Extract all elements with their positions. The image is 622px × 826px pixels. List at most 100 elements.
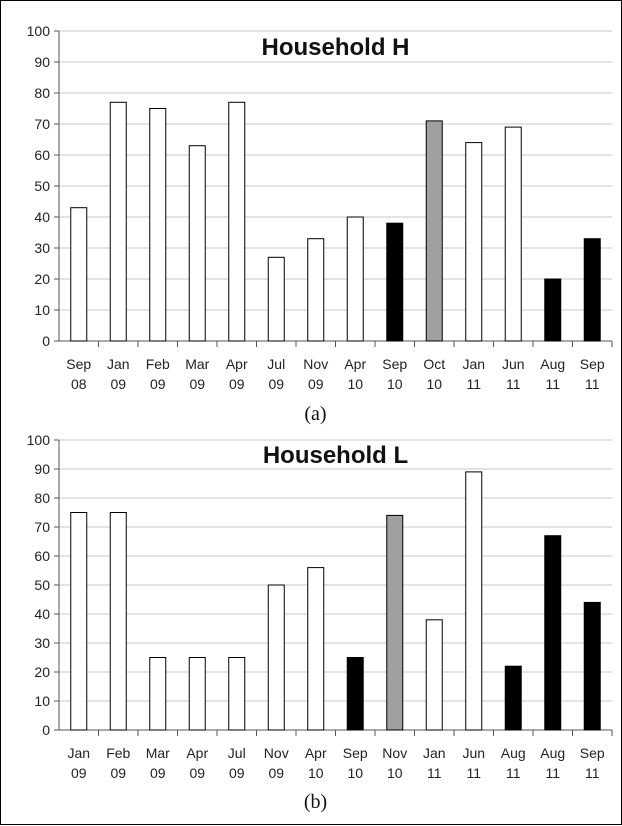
bar bbox=[70, 512, 88, 731]
x-tick-label-year: 10 bbox=[387, 765, 403, 781]
bar bbox=[228, 101, 246, 342]
x-tick-label-year: 10 bbox=[347, 765, 363, 781]
y-tick-label: 50 bbox=[34, 577, 50, 593]
x-tick-label-month: Jun bbox=[502, 356, 525, 372]
x-tick-label-year: 09 bbox=[268, 765, 284, 781]
bar bbox=[425, 120, 443, 342]
y-tick-label: 40 bbox=[34, 606, 50, 622]
bar bbox=[583, 601, 601, 731]
bar bbox=[504, 126, 522, 342]
x-tick-label-year: 09 bbox=[189, 765, 205, 781]
x-tick-label-year: 09 bbox=[71, 765, 87, 781]
x-tick-label-year: 10 bbox=[347, 376, 363, 392]
x-tick-label-month: Jul bbox=[267, 356, 285, 372]
x-tick-label-year: 11 bbox=[585, 376, 600, 392]
x-tick-label-month: Nov bbox=[382, 745, 407, 761]
x-tick-label-month: Aug bbox=[540, 356, 565, 372]
bar bbox=[346, 657, 364, 731]
chart-caption: (a) bbox=[304, 403, 326, 425]
y-tick-label: 70 bbox=[34, 116, 50, 132]
x-tick-label-year: 09 bbox=[110, 376, 126, 392]
bar bbox=[188, 145, 206, 342]
y-tick-label: 90 bbox=[34, 54, 50, 70]
y-tick-label: 30 bbox=[34, 635, 50, 651]
x-tick-label-month: Jan bbox=[462, 356, 485, 372]
x-tick-label-month: Apr bbox=[186, 745, 208, 761]
x-tick-label-month: Jul bbox=[228, 745, 246, 761]
bar bbox=[425, 619, 443, 731]
bar bbox=[228, 657, 246, 731]
x-tick-label-month: Mar bbox=[146, 745, 170, 761]
x-tick-label-month: Jan bbox=[423, 745, 446, 761]
bar bbox=[544, 535, 562, 731]
x-tick-label-year: 11 bbox=[585, 765, 600, 781]
x-tick-label-month: Apr bbox=[305, 745, 327, 761]
chart-title: Household L bbox=[263, 442, 408, 469]
x-tick-label-month: Aug bbox=[501, 745, 526, 761]
y-tick-label: 10 bbox=[34, 693, 50, 709]
x-tick-label-year: 11 bbox=[545, 376, 560, 392]
x-tick-label-year: 09 bbox=[268, 376, 284, 392]
x-tick-label-year: 09 bbox=[229, 376, 245, 392]
x-tick-label-year: 09 bbox=[110, 765, 126, 781]
x-tick-label-month: Jun bbox=[462, 745, 485, 761]
bar bbox=[267, 256, 285, 342]
x-tick-label-year: 09 bbox=[150, 376, 166, 392]
x-tick-label-month: Jan bbox=[107, 356, 130, 372]
bar bbox=[346, 216, 364, 342]
bar bbox=[149, 108, 167, 342]
x-tick-label-year: 10 bbox=[308, 765, 324, 781]
bar bbox=[465, 471, 483, 731]
y-tick-label: 0 bbox=[42, 333, 50, 349]
bar bbox=[109, 101, 127, 342]
x-tick-label-year: 11 bbox=[466, 376, 481, 392]
y-tick-label: 40 bbox=[34, 209, 50, 225]
x-tick-label-month: Nov bbox=[303, 356, 328, 372]
x-tick-label-month: Sep bbox=[66, 356, 91, 372]
bar bbox=[70, 207, 88, 342]
x-tick-label-month: Apr bbox=[226, 356, 248, 372]
x-tick-label-year: 09 bbox=[150, 765, 166, 781]
x-tick-label-month: Oct bbox=[423, 356, 445, 372]
y-tick-label: 80 bbox=[34, 85, 50, 101]
bar bbox=[188, 657, 206, 731]
bar bbox=[307, 567, 325, 731]
chart-1: 0 10 20 30 40 50 60 70 80 90 100 Household L Jan 09 Fe… bbox=[27, 432, 613, 813]
x-tick-label-year: 11 bbox=[545, 765, 560, 781]
y-tick-label: 20 bbox=[34, 271, 50, 287]
bar bbox=[386, 514, 404, 731]
x-tick-label-year: 08 bbox=[71, 376, 87, 392]
bar bbox=[109, 512, 127, 731]
y-tick-label: 100 bbox=[27, 432, 51, 448]
bar bbox=[267, 584, 285, 731]
chart-caption: (b) bbox=[304, 791, 327, 813]
bar bbox=[544, 278, 562, 342]
y-tick-label: 10 bbox=[34, 302, 50, 318]
x-tick-label-year: 11 bbox=[466, 765, 481, 781]
x-tick-label-month: Aug bbox=[540, 745, 565, 761]
y-tick-label: 90 bbox=[34, 461, 50, 477]
x-tick-label-month: Feb bbox=[106, 745, 130, 761]
chart-title: Household H bbox=[262, 34, 410, 61]
y-tick-label: 80 bbox=[34, 490, 50, 506]
x-tick-label-year: 09 bbox=[189, 376, 205, 392]
y-tick-label: 0 bbox=[42, 722, 50, 738]
bar bbox=[149, 657, 167, 731]
x-tick-label-month: Nov bbox=[264, 745, 289, 761]
bar bbox=[386, 222, 404, 342]
y-tick-label: 60 bbox=[34, 147, 50, 163]
x-tick-label-month: Sep bbox=[580, 745, 605, 761]
chart-0: 0 10 20 30 40 50 60 70 80 90 100 Household H Sep 08 Ja… bbox=[27, 23, 613, 425]
bar bbox=[504, 665, 522, 731]
x-tick-label-year: 09 bbox=[308, 376, 324, 392]
x-tick-label-month: Mar bbox=[185, 356, 209, 372]
y-tick-label: 50 bbox=[34, 178, 50, 194]
x-tick-label-month: Sep bbox=[382, 356, 407, 372]
y-tick-label: 70 bbox=[34, 519, 50, 535]
bar bbox=[465, 142, 483, 342]
x-tick-label-month: Apr bbox=[344, 356, 366, 372]
x-tick-label-month: Sep bbox=[580, 356, 605, 372]
x-tick-label-year: 10 bbox=[426, 376, 442, 392]
